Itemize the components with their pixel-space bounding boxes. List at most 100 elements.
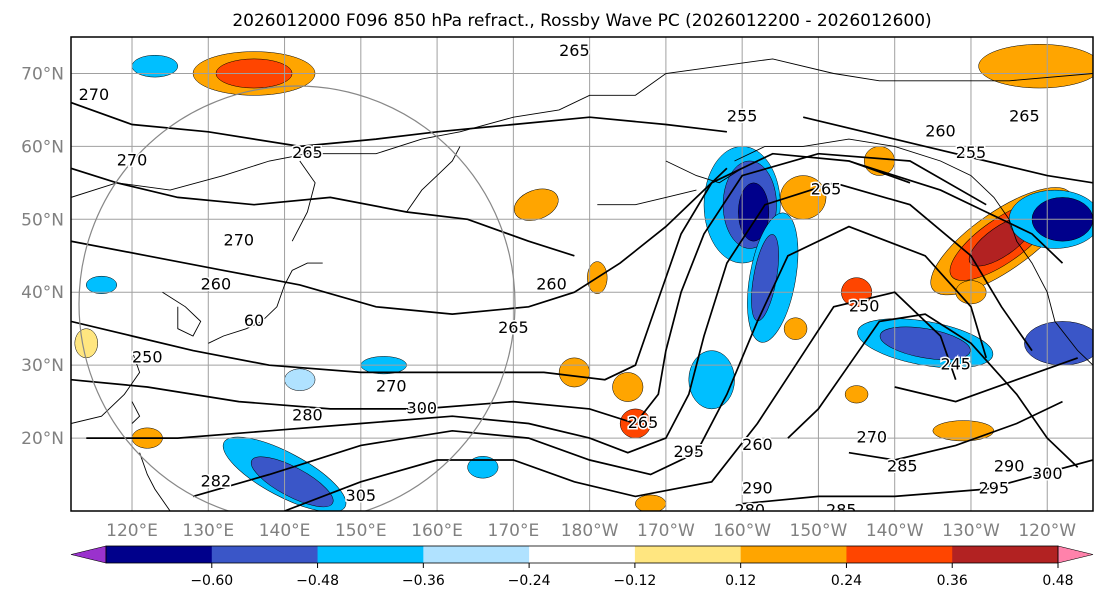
lat-tick-label: 20°N	[21, 429, 64, 449]
colorbar-segment-5	[634, 546, 742, 563]
contour-label: 290	[742, 479, 773, 498]
contour-line-13	[803, 116, 1093, 184]
contour-label: 265	[811, 180, 842, 199]
colorbar-segment-4	[529, 546, 636, 563]
colorbar-tick-label: −0.60	[190, 573, 233, 589]
anomaly-patch-5	[688, 350, 735, 410]
coastline-1	[291, 160, 316, 242]
contour-label: 280	[292, 406, 323, 425]
lat-tick-label: 40°N	[21, 283, 64, 303]
lon-tick-label: 170°W	[637, 521, 695, 541]
contour-label: 290	[994, 457, 1025, 476]
colorbar-segment-0	[106, 546, 213, 563]
anomaly-patch-10	[879, 326, 971, 360]
colorbar-tick-label: 0.24	[831, 573, 862, 589]
coastline-6	[131, 401, 141, 424]
contour-label: 245	[940, 355, 971, 374]
lon-tick-label: 170°E	[488, 521, 540, 541]
chart-title: 2026012000 F096 850 hPa refract., Rossby…	[232, 11, 931, 31]
coastline-4	[208, 262, 323, 344]
lon-tick-label: 180°W	[561, 521, 619, 541]
contour-label: 295	[674, 442, 705, 461]
contour-label: 282	[201, 471, 232, 490]
contour-label: 270	[376, 377, 407, 396]
anomaly-patch-26	[250, 456, 334, 508]
lat-tick-label: 30°N	[21, 356, 64, 376]
contour-line-5	[86, 181, 1033, 454]
colorbar-tick-label: 0.36	[937, 573, 968, 589]
lon-tick-label: 160°W	[713, 521, 771, 541]
colorbar-tick-label: −0.24	[508, 573, 551, 589]
lat-tick-label: 60°N	[21, 137, 64, 157]
anomaly-patch-37	[783, 317, 808, 340]
contour-label: 295	[979, 479, 1010, 498]
contour-line-7	[284, 291, 957, 511]
contour-label: 265	[498, 318, 529, 337]
coastline-7	[139, 452, 171, 511]
anomaly-patch-34	[86, 275, 118, 294]
coastline-10	[597, 189, 697, 206]
coastline-2	[406, 146, 461, 213]
contour-label: 255	[727, 107, 758, 126]
contour-label: 285	[826, 501, 857, 520]
colorbar-tick-label: −0.48	[296, 573, 339, 589]
colorbar-low-extend	[70, 545, 107, 564]
colorbar-tick-label: 0.12	[725, 573, 756, 589]
lon-tick-label: 140°E	[259, 521, 311, 541]
lat-tick-label: 70°N	[21, 64, 64, 84]
contour-label: 60	[244, 311, 264, 330]
anomaly-patch-19	[612, 372, 644, 402]
lon-tick-label: 140°W	[866, 521, 924, 541]
anomaly-patch-23	[978, 44, 1093, 89]
refractivity-contours	[71, 101, 1093, 511]
contour-label: 260	[925, 121, 956, 140]
coastline-9	[665, 160, 743, 184]
contour-line-9	[742, 459, 1093, 505]
coastline-8	[734, 138, 1093, 366]
contour-line-6	[192, 225, 988, 498]
colorbar-outline	[105, 545, 1059, 564]
colorbar-tick-labels: −0.60 −0.48 −0.36 −0.24 −0.12 0.12 0.24 0.36 0.4…	[190, 563, 1074, 589]
lat-tick-label: 50°N	[21, 210, 64, 230]
colorbar	[70, 545, 1094, 564]
contour-line-4	[71, 152, 987, 425]
contour-label: 270	[857, 428, 888, 447]
coastline-5	[71, 350, 141, 424]
coastline-0	[71, 58, 1093, 198]
colorbar-segment-8	[952, 546, 1059, 563]
contour-label: 260	[536, 274, 567, 293]
lon-tick-label: 150°W	[790, 521, 848, 541]
contour-label: 270	[79, 85, 110, 104]
anomaly-patch-30	[635, 494, 667, 511]
contour-label: 300	[407, 398, 438, 417]
contour-label: 250	[132, 347, 163, 366]
contour-label: 265	[628, 413, 659, 432]
lon-tick-label: 150°E	[335, 521, 387, 541]
anomaly-patch-11	[1024, 321, 1093, 366]
contour-label: 270	[224, 231, 255, 250]
contour-label: 300	[1032, 464, 1063, 483]
anomaly-patch-38	[844, 385, 869, 404]
map-frame	[70, 36, 1094, 512]
contour-line-8	[787, 313, 1079, 468]
colorbar-high-extend	[1057, 545, 1094, 564]
colorbar-segment-6	[740, 546, 847, 563]
contour-line-3	[71, 152, 911, 381]
contour-label: 285	[887, 457, 918, 476]
lon-tick-label: 160°E	[411, 521, 463, 541]
anomaly-patch-28	[74, 328, 98, 359]
contour-line-10	[848, 400, 1063, 461]
contour-line-12	[848, 160, 1064, 264]
contour-line-11	[894, 357, 1078, 403]
contour-label: 255	[956, 143, 987, 162]
lon-tick-label: 120°E	[106, 521, 158, 541]
anomaly-patch-16	[513, 188, 559, 221]
contour-line-2	[71, 167, 728, 315]
contour-label: 250	[849, 296, 880, 315]
latitude-tick-labels: 70°N 60°N 50°N 40°N 30°N 20°N	[21, 64, 64, 449]
longitude-tick-labels: 120°E 130°E 140°E 150°E 160°E 170°E 180°W 170°W…	[106, 521, 1076, 541]
rossby-wave-circle	[78, 85, 516, 511]
